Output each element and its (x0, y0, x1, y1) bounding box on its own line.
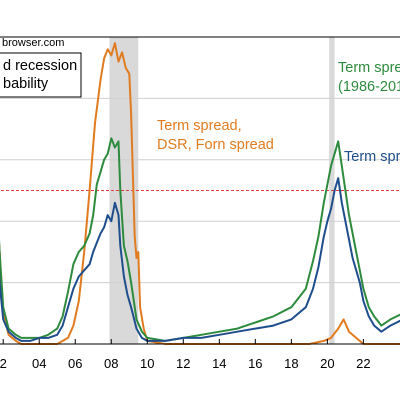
x-tick-label: 2 (0, 356, 7, 371)
x-tick-label: 12 (176, 356, 190, 371)
x-tick-label: 18 (284, 356, 298, 371)
x-axis-ticks: 2 04 06 08 10 12 14 16 18 20 22 (0, 339, 371, 371)
series-line-green (0, 137, 400, 342)
x-tick-label: 06 (68, 356, 82, 371)
annotation-green-line-1: Term spre (338, 60, 400, 76)
x-tick-label: 16 (248, 356, 262, 371)
series-lines (0, 42, 400, 345)
annotation-navy-line-1: Term spre (344, 149, 400, 165)
legend-line-1: d recession (3, 58, 77, 74)
x-tick-label: 14 (212, 356, 226, 371)
legend-box: d recession bability (0, 52, 82, 98)
series-line-navy (0, 177, 400, 342)
x-tick-label: 10 (140, 356, 154, 371)
series-line-orange (0, 42, 400, 345)
x-tick-label: 22 (356, 356, 370, 371)
annotation-orange-line-2: DSR, Forn spread (157, 137, 274, 153)
annotation-orange-line-1: Term spread, (157, 118, 242, 134)
x-tick-label: 20 (320, 356, 334, 371)
x-tick-label: 04 (32, 356, 46, 371)
legend-line-2: bability (3, 76, 49, 92)
annotation-green-line-2: (1986-201 (338, 79, 400, 95)
x-tick-label: 08 (104, 356, 118, 371)
plot-frame (0, 36, 400, 345)
source-text: browser.com (2, 37, 64, 49)
gridlines (0, 97, 400, 284)
